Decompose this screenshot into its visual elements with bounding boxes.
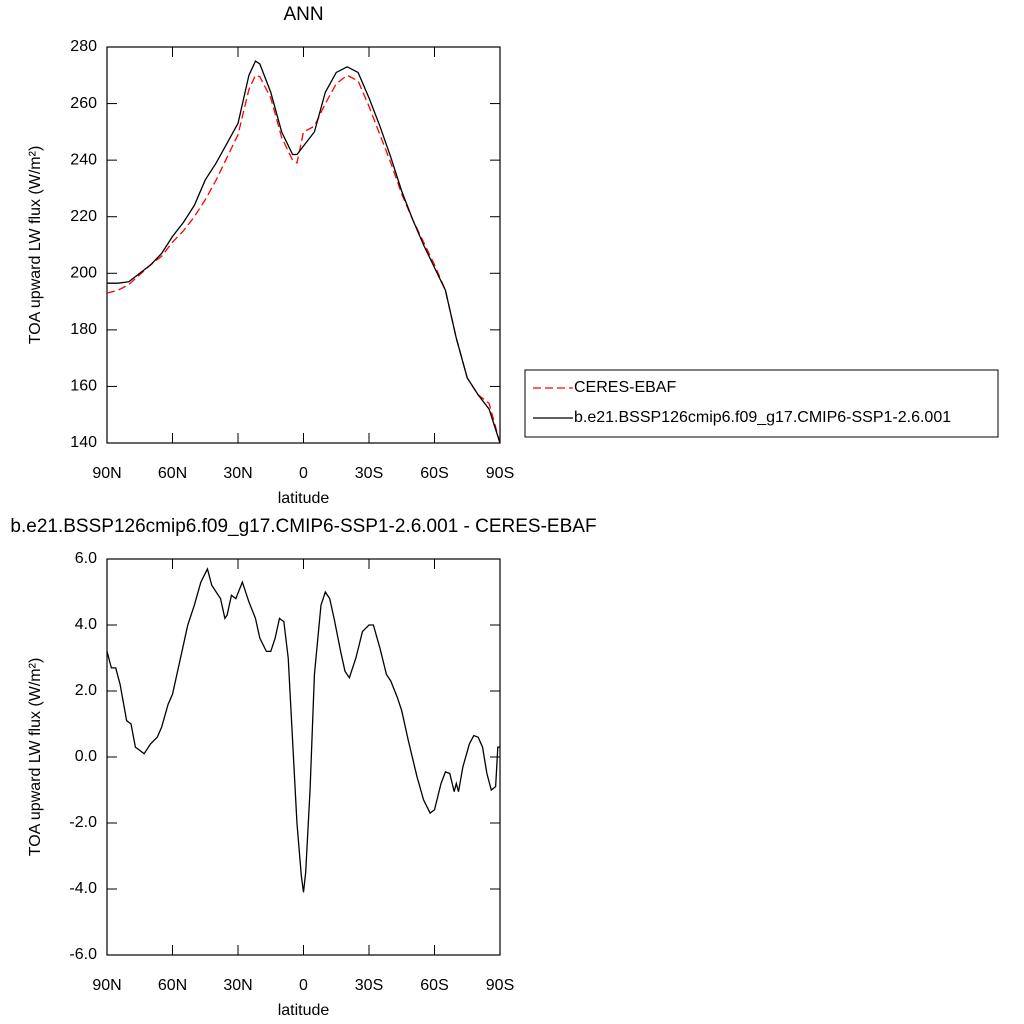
x-tick-label: 90S xyxy=(486,977,514,994)
plot-frame xyxy=(106,46,501,444)
y-tick-label: -6.0 xyxy=(69,946,97,963)
y-tick-label: 140 xyxy=(70,434,97,451)
y-tick-label: 220 xyxy=(70,208,97,225)
y-axis-label: TOA upward LW flux (W/m²) xyxy=(27,658,44,857)
x-tick-label: 60N xyxy=(158,465,187,482)
y-tick-label: -4.0 xyxy=(69,880,97,897)
y-tick-label: 4.0 xyxy=(75,616,97,633)
y-tick-label: 200 xyxy=(70,265,97,282)
y-tick-label: 0.0 xyxy=(75,748,97,765)
x-tick-label: 30N xyxy=(223,465,252,482)
legend-label: b.e21.BSSP126cmip6.f09_g17.CMIP6-SSP1-2.… xyxy=(574,409,951,426)
plot-frame xyxy=(106,558,501,956)
y-tick-label: 160 xyxy=(70,378,97,395)
data-line xyxy=(106,567,500,893)
x-tick-label: 60S xyxy=(420,465,448,482)
x-tick-label: 60S xyxy=(420,977,448,994)
x-axis-label: latitude xyxy=(278,490,330,507)
y-tick-label: 280 xyxy=(70,38,97,55)
x-tick-label: 60N xyxy=(158,977,187,994)
x-tick-label: 90N xyxy=(92,977,121,994)
chart-title: ANN xyxy=(283,4,323,25)
data-line xyxy=(106,74,501,444)
y-tick-label: 6.0 xyxy=(75,550,97,567)
x-axis-label: latitude xyxy=(278,1002,330,1019)
y-tick-label: 2.0 xyxy=(75,682,97,699)
x-tick-label: 30N xyxy=(223,977,252,994)
x-tick-label: 0 xyxy=(299,465,308,482)
x-tick-label: 90N xyxy=(92,465,121,482)
y-tick-label: 240 xyxy=(70,151,97,168)
y-tick-label: -2.0 xyxy=(69,814,97,831)
legend-box xyxy=(524,369,999,438)
y-tick-label: 260 xyxy=(70,95,97,112)
y-tick-label: 180 xyxy=(70,321,97,338)
x-tick-label: 30S xyxy=(355,465,383,482)
chart-title: b.e21.BSSP126cmip6.f09_g17.CMIP6-SSP1-2.… xyxy=(10,516,596,537)
x-tick-label: 30S xyxy=(355,977,383,994)
legend-label: CERES-EBAF xyxy=(574,379,676,396)
y-axis-label: TOA upward LW flux (W/m²) xyxy=(27,146,44,345)
x-tick-label: 0 xyxy=(299,977,308,994)
x-tick-label: 90S xyxy=(486,465,514,482)
data-line xyxy=(107,60,501,444)
